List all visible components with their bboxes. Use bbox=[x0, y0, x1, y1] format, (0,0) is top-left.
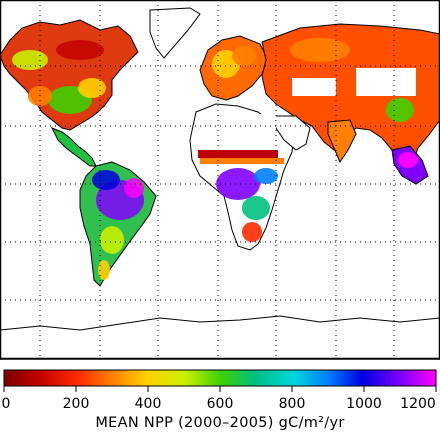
graticule bbox=[0, 0, 440, 360]
colorbar-tick-label: 800 bbox=[278, 396, 306, 412]
npp-world-map bbox=[0, 0, 440, 360]
colorbar-tick-label: 600 bbox=[206, 396, 234, 412]
colorbar bbox=[3, 369, 437, 392]
india-land bbox=[327, 119, 357, 164]
colorbar-tick-label: 1200 bbox=[400, 396, 436, 412]
colorbar-title: MEAN NPP (2000–2005) gC/m²/yr bbox=[95, 415, 345, 431]
greenland-land bbox=[149, 7, 201, 59]
arabia-land bbox=[271, 115, 311, 151]
colorbar-tick-label: 400 bbox=[134, 396, 162, 412]
colorbar-tick-label: 0 bbox=[1, 396, 11, 412]
colorbar-tick-label: 200 bbox=[62, 396, 90, 412]
colorbar-gradient bbox=[3, 369, 437, 387]
antarctica-land bbox=[0, 315, 440, 360]
colorbar-tick-label: 1000 bbox=[346, 396, 382, 412]
colorbar-tick-marks bbox=[3, 386, 437, 392]
vegetation-patches bbox=[12, 38, 418, 280]
